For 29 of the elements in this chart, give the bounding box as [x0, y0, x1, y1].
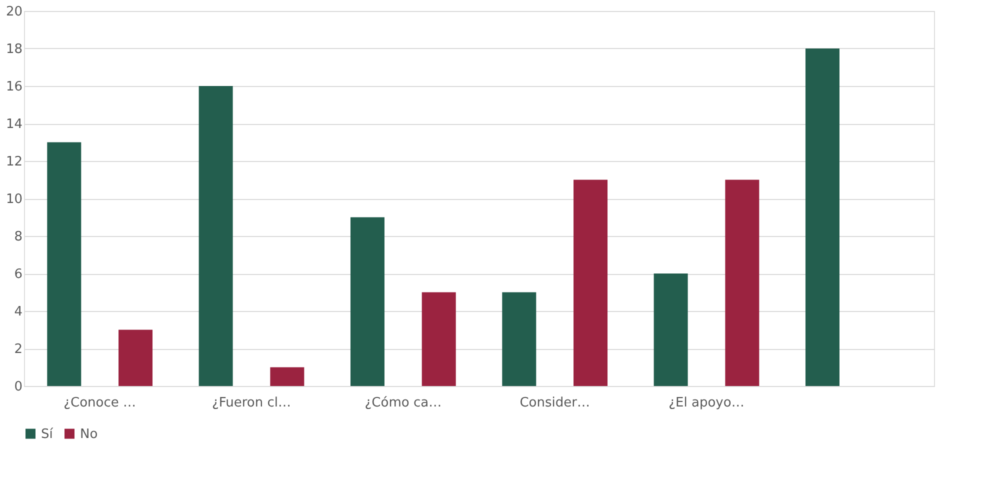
bar	[574, 180, 608, 386]
y-tick-label: 18	[6, 42, 22, 57]
y-tick-label: 12	[6, 154, 22, 170]
bar	[805, 48, 840, 386]
y-tick-label: 4	[14, 304, 22, 320]
y-tick-label: 8	[14, 230, 22, 244]
y-tick-label: 16	[6, 80, 22, 94]
y-tick-label: 20	[6, 4, 22, 20]
x-tick-label: ¿Fueron cl…	[212, 396, 292, 410]
y-tick-label: 0	[14, 380, 22, 394]
x-tick-label: ¿Cómo ca…	[364, 396, 442, 410]
bar	[270, 367, 304, 386]
bar	[350, 217, 384, 386]
x-tick-label: ¿Conoce …	[64, 396, 136, 410]
bar	[198, 86, 233, 386]
y-tick-label: 10	[6, 192, 22, 207]
legend-label: No	[80, 426, 98, 442]
bar	[502, 292, 536, 386]
bar	[118, 330, 153, 386]
bar	[654, 274, 688, 386]
x-tick-label: Consider…	[520, 396, 590, 410]
bar	[422, 292, 456, 386]
bar	[47, 142, 82, 386]
y-tick-label: 14	[6, 117, 22, 132]
x-tick-label: ¿El apoyo…	[668, 396, 744, 410]
bar	[725, 180, 760, 386]
y-tick-label: 2	[14, 342, 22, 357]
y-tick-label: 6	[14, 267, 22, 282]
legend-label: Sí	[41, 426, 54, 442]
